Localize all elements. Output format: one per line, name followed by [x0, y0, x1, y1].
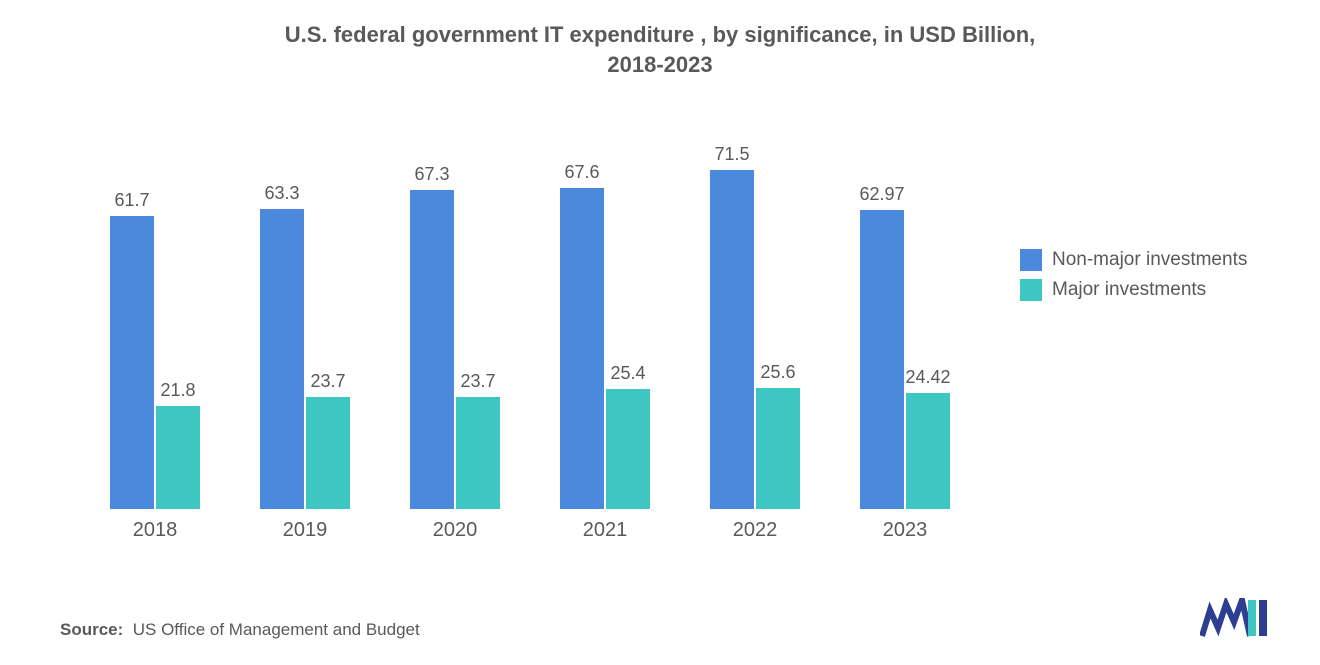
bar-group: 61.721.8: [80, 129, 230, 509]
x-tick: 2019: [230, 519, 380, 542]
x-tick: 2018: [80, 519, 230, 542]
bar: 71.5: [710, 170, 754, 510]
bar-value-label: 23.7: [310, 371, 345, 392]
bar: 25.4: [606, 389, 650, 510]
bar: 21.8: [156, 406, 200, 510]
bar-group: 71.525.6: [680, 129, 830, 509]
bar-group: 67.625.4: [530, 129, 680, 509]
bar-value-label: 61.7: [114, 190, 149, 211]
plot-area: 61.721.863.323.767.323.767.625.471.525.6…: [60, 129, 1000, 509]
x-axis: 201820192020202120222023: [60, 509, 1000, 542]
bar: 23.7: [306, 397, 350, 510]
bar-group: 67.323.7: [380, 129, 530, 509]
bar: 62.97: [860, 210, 904, 509]
bar: 24.42: [906, 393, 950, 509]
bar-value-label: 71.5: [714, 144, 749, 165]
bar-value-label: 23.7: [460, 371, 495, 392]
source-label: Source:: [60, 620, 123, 639]
plot-row: 61.721.863.323.767.323.767.625.471.525.6…: [60, 129, 1260, 509]
legend-item: Major investments: [1020, 279, 1260, 301]
bar-value-label: 67.6: [564, 162, 599, 183]
bar-value-label: 25.6: [760, 362, 795, 383]
legend-swatch: [1020, 249, 1042, 271]
bar: 23.7: [456, 397, 500, 510]
bar-value-label: 21.8: [160, 380, 195, 401]
chart-container: U.S. federal government IT expenditure ,…: [60, 20, 1260, 542]
bar: 63.3: [260, 209, 304, 510]
x-tick: 2020: [380, 519, 530, 542]
bar: 61.7: [110, 216, 154, 509]
bar: 67.3: [410, 190, 454, 510]
source-attribution: Source: US Office of Management and Budg…: [60, 620, 420, 640]
bar-group: 62.9724.42: [830, 129, 980, 509]
brand-logo: [1200, 598, 1270, 643]
chart-title: U.S. federal government IT expenditure ,…: [260, 20, 1060, 79]
legend-label: Non-major investments: [1052, 249, 1247, 271]
legend: Non-major investments Major investments: [1000, 129, 1260, 309]
x-axis-wrap: 201820192020202120222023: [60, 509, 1260, 542]
x-tick: 2021: [530, 519, 680, 542]
bar-value-label: 62.97: [859, 184, 904, 205]
legend-swatch: [1020, 279, 1042, 301]
x-tick: 2023: [830, 519, 980, 542]
bar: 25.6: [756, 388, 800, 510]
source-text: US Office of Management and Budget: [133, 620, 420, 639]
legend-item: Non-major investments: [1020, 249, 1260, 271]
bar-value-label: 25.4: [610, 363, 645, 384]
bar-value-label: 63.3: [264, 183, 299, 204]
bar-value-label: 24.42: [905, 367, 950, 388]
legend-label: Major investments: [1052, 279, 1206, 301]
bar-value-label: 67.3: [414, 164, 449, 185]
x-tick: 2022: [680, 519, 830, 542]
bar: 67.6: [560, 188, 604, 509]
bar-group: 63.323.7: [230, 129, 380, 509]
